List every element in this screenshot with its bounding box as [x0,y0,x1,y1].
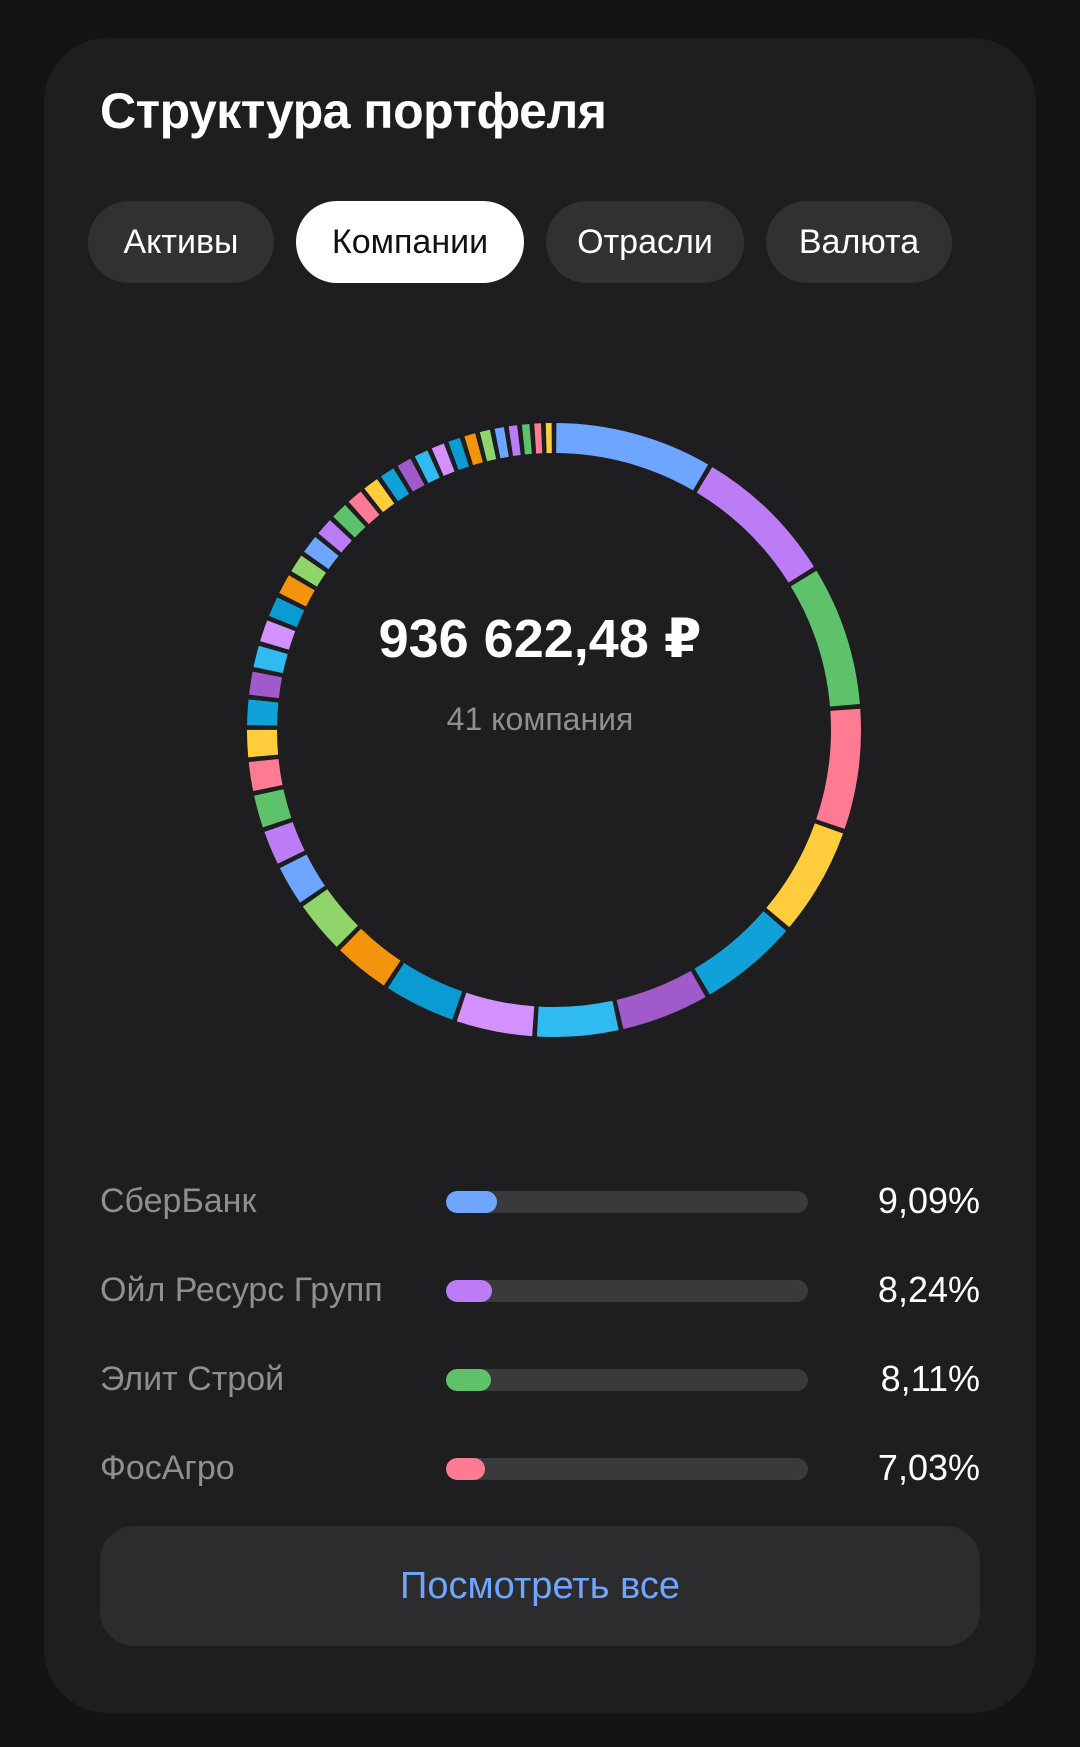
donut-segment [456,992,535,1037]
company-percent: 8,24% [877,1269,980,1310]
share-bar-track [446,1369,808,1391]
share-bar-fill [446,1458,486,1480]
donut-segment [248,758,283,791]
donut-segment [479,429,497,462]
donut-segment [253,645,288,674]
donut-segment [387,962,463,1020]
company-percent: 9,09% [877,1180,980,1221]
donut-segment [318,520,352,553]
donut-segment [291,555,327,587]
company-row-sberbank[interactable]: СберБанк 9,09% [44,1171,1036,1231]
donut-segment [268,597,305,628]
donut-segment [247,699,279,726]
donut-segment [254,789,292,828]
donut-segment [249,671,283,699]
donut-segment [414,450,440,484]
company-name: Элит Строй [100,1360,285,1398]
total-amount: 936 622,48 ₽ [378,609,702,669]
donut-segment [696,466,814,583]
donut-segment [264,821,305,864]
donut-segment [348,491,380,525]
share-bar-track [446,1458,808,1480]
tab-currency[interactable]: Валюта [766,201,952,283]
donut-segment [448,437,470,470]
company-row-oil-resource-group[interactable]: Ойл Ресурс Групп 8,24% [44,1260,1036,1320]
donut-segment [246,729,279,758]
page-title: Структура портфеля [100,83,607,139]
donut-segment [494,427,509,459]
donut-segment [508,425,521,457]
company-row-elit-stroy[interactable]: Элит Строй 8,11% [44,1349,1036,1409]
share-bar-track [446,1191,808,1213]
donut-segment [816,708,861,829]
donut-segment [536,1000,619,1037]
tab-industries[interactable]: Отрасли [546,201,744,283]
donut-segment [616,970,706,1030]
donut-segment [464,433,483,466]
share-bar-fill [446,1280,492,1302]
donut-segment [333,505,366,538]
donut-segment [431,443,455,476]
company-name: ФосАгро [100,1449,235,1487]
share-bar-track [446,1280,808,1302]
donut-segment [260,620,296,650]
donut-segment [380,468,410,502]
donut-segment [279,575,315,607]
tab-companies[interactable]: Компании [296,201,524,283]
portfolio-donut-chart [246,423,861,1037]
company-percent: 8,11% [880,1358,980,1399]
donut-segment [397,458,425,492]
company-name: Ойл Ресурс Групп [100,1271,383,1309]
view-all-button[interactable]: Посмотреть все [100,1526,980,1646]
tab-assets[interactable]: Активы [88,201,274,283]
share-bar-fill [446,1369,492,1391]
donut-segment [302,889,359,947]
donut-segment [766,823,844,928]
donut-segment [694,911,787,995]
donut-segment [364,479,395,513]
company-name: СберБанк [100,1182,257,1220]
donut-segment [555,423,709,491]
portfolio-structure-card: Структура портфеля Активы Компании Отрас… [44,38,1036,1713]
company-percent: 7,03% [877,1447,980,1488]
donut-segment [790,570,860,707]
donut-segment [279,854,326,903]
company-row-phosagro[interactable]: ФосАгро 7,03% [44,1438,1036,1498]
donut-segment [304,537,339,570]
share-bar-fill [446,1191,497,1213]
companies-count: 41 компания [446,701,634,737]
donut-segment [521,423,532,455]
donut-segment [340,928,401,986]
